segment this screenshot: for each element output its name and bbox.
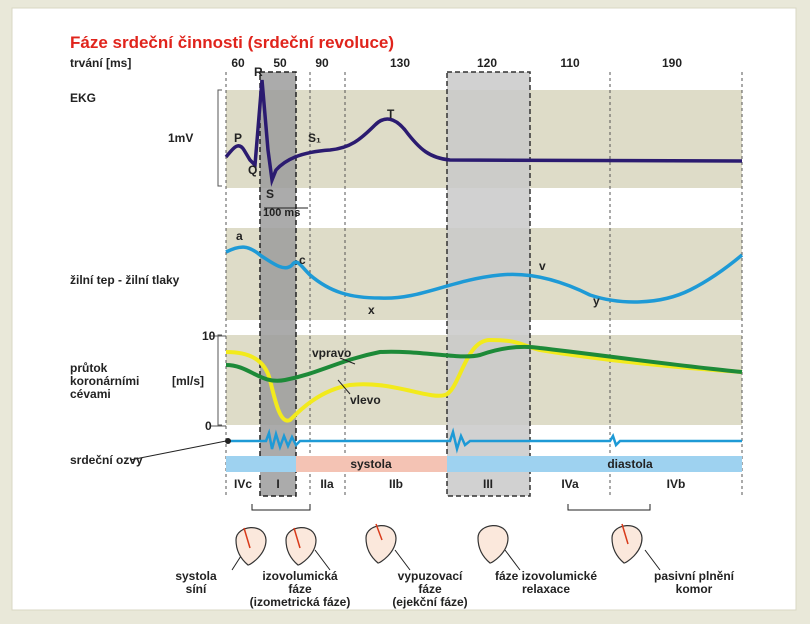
wave: S₁ bbox=[308, 131, 321, 145]
caption: fáze bbox=[418, 582, 442, 596]
wave: y bbox=[593, 294, 600, 308]
interval: 100 ms bbox=[263, 207, 300, 219]
caption: relaxace bbox=[522, 582, 570, 596]
caption: komor bbox=[676, 582, 713, 596]
caption: síní bbox=[186, 582, 207, 596]
duration: 90 bbox=[315, 56, 329, 70]
wave: S bbox=[266, 187, 274, 201]
duration: 60 bbox=[231, 56, 245, 70]
caption: systola bbox=[175, 569, 217, 583]
wave: R bbox=[254, 65, 263, 79]
phase: IVa bbox=[561, 477, 579, 491]
flow-unit: [ml/s] bbox=[172, 374, 204, 388]
phase: IIa bbox=[320, 477, 334, 491]
duration: 130 bbox=[390, 56, 410, 70]
ekg-scale: 1mV bbox=[168, 131, 193, 145]
phase: IIb bbox=[389, 477, 403, 491]
wave: P bbox=[234, 131, 242, 145]
duration: 110 bbox=[560, 56, 580, 70]
duration: 190 bbox=[662, 56, 682, 70]
flow-label: koronárními bbox=[70, 374, 139, 388]
caption: (izometrická fáze) bbox=[250, 595, 351, 609]
flow-label: průtok bbox=[70, 361, 108, 375]
diagram: Fáze srdeční činnosti (srdeční revoluce)… bbox=[0, 0, 810, 619]
title: Fáze srdeční činnosti (srdeční revoluce) bbox=[70, 33, 394, 52]
sounds-label: srdeční ozvy bbox=[70, 453, 143, 467]
wave: a bbox=[236, 229, 243, 243]
period: diastola bbox=[607, 457, 653, 471]
duration-label: trvání [ms] bbox=[70, 56, 131, 70]
period: systola bbox=[350, 457, 392, 471]
ekg-label: EKG bbox=[70, 91, 96, 105]
wave: Q bbox=[248, 163, 257, 177]
wave: c bbox=[299, 253, 306, 267]
curve-label: vlevo bbox=[350, 393, 381, 407]
shape bbox=[226, 456, 296, 472]
caption: fáze izovolumické bbox=[495, 569, 597, 583]
caption: izovolumická bbox=[262, 569, 338, 583]
wave: x bbox=[368, 303, 375, 317]
tick-label: 10 bbox=[202, 329, 216, 343]
wave: T bbox=[387, 107, 395, 121]
shape bbox=[447, 456, 742, 472]
phase: IVc bbox=[234, 477, 252, 491]
duration: 120 bbox=[477, 56, 497, 70]
caption: fáze bbox=[288, 582, 312, 596]
caption: vypuzovací bbox=[398, 569, 463, 583]
phase: III bbox=[483, 477, 493, 491]
curve-label: vpravo bbox=[312, 346, 351, 360]
phase: IVb bbox=[667, 477, 686, 491]
duration: 50 bbox=[273, 56, 287, 70]
caption: pasivní plnění bbox=[654, 569, 735, 583]
phase: I bbox=[276, 477, 279, 491]
flow-label: cévami bbox=[70, 387, 111, 401]
wave: v bbox=[539, 259, 546, 273]
caption: (ejekční fáze) bbox=[392, 595, 467, 609]
tick-label: 0 bbox=[205, 419, 212, 433]
venous-label: žilní tep - žilní tlaky bbox=[70, 273, 180, 287]
